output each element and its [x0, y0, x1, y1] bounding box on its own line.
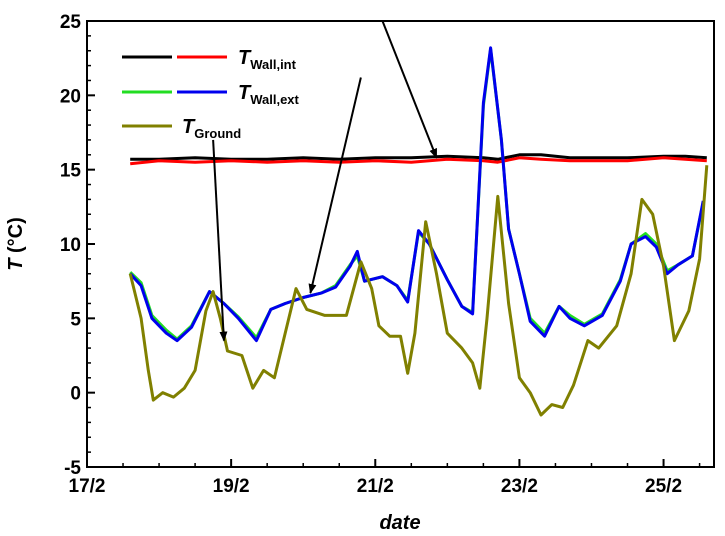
plot-frame — [86, 20, 715, 468]
annotation-arrow-2 — [212, 139, 228, 342]
annotation-arrow-0 — [381, 20, 438, 159]
x-tick-label: 19/2 — [213, 476, 250, 497]
x-tick-label: 25/2 — [645, 476, 682, 497]
legend-label-ground: TGround — [182, 116, 241, 141]
series-line-0 — [130, 153, 707, 161]
annotation-arrow-1 — [308, 77, 362, 295]
y-axis-title: T (°C) — [5, 217, 27, 271]
legend-label-wall-int: TWall,int — [238, 47, 297, 72]
y-tick-label: 25 — [60, 12, 82, 33]
y-tick-label: 20 — [60, 86, 81, 107]
legend-label-wall-ext: TWall,ext — [238, 82, 300, 107]
y-tick-label: 0 — [70, 384, 81, 405]
series-line-1 — [130, 156, 707, 166]
y-tick-label: 10 — [60, 235, 81, 256]
x-tick-label: 21/2 — [357, 476, 394, 497]
x-tick-label: 23/2 — [501, 476, 538, 497]
y-tick-label: 15 — [60, 161, 82, 182]
x-axis-title: date — [379, 512, 420, 534]
series-line-4 — [128, 165, 709, 417]
legend: TWall,int TWall,ext TGround — [122, 47, 300, 141]
y-tick-label: -5 — [64, 458, 81, 479]
y-tick-label: 5 — [70, 309, 81, 330]
x-tick-label: 17/2 — [69, 476, 106, 497]
